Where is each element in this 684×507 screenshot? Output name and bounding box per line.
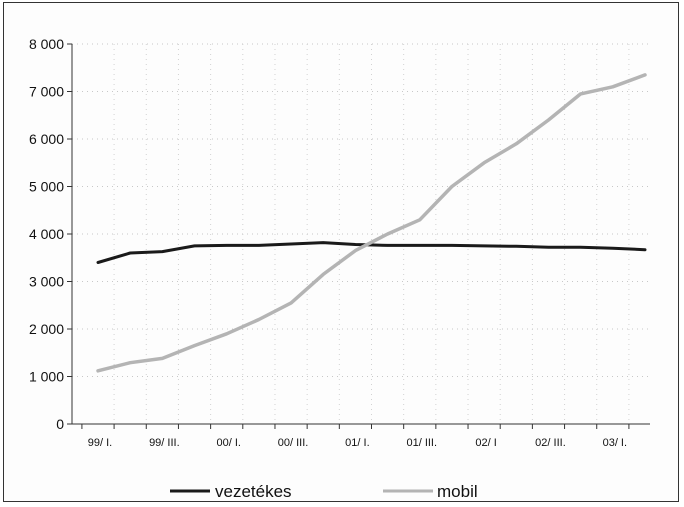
y-tick-label: 7 000 [29,84,64,100]
y-tick-label: 8 000 [29,36,64,52]
y-tick-labels: 0 1 000 2 000 3 000 4 000 5 000 6 000 7 000 8 00… [29,36,72,432]
y-tick-label: 5 000 [29,179,64,195]
x-tick-label: 01/ I. [345,437,369,449]
x-tick-label: 02/ I [475,437,496,449]
x-tick-label: 03/ I. [603,437,627,449]
series-line-mobil [96,73,647,373]
y-tick-label: 6 000 [29,131,64,147]
y-tick-label: 2 000 [29,321,64,337]
legend-label-mobil: mobil [437,482,478,501]
legend: vezetékes mobil [170,482,478,501]
chart-frame [3,2,679,502]
y-tick-label: 4 000 [29,226,64,242]
y-tick-label: 0 [56,416,64,432]
x-tick-label: 02/ III. [535,437,566,449]
x-tick-labels: 99/ I. 99/ III. 00/ I. 00/ III. 01/ I. 01/ II… [81,424,630,449]
x-tick-label: 00/ III. [278,437,309,449]
x-tick-label: 00/ I. [216,437,240,449]
x-tick-label: 99/ I. [88,437,112,449]
y-tick-label: 3 000 [29,274,64,290]
y-tick-label: 1 000 [29,369,64,385]
x-tick-label: 01/ III. [406,437,437,449]
x-tick-label: 99/ III. [149,437,180,449]
series-line-vezetekes [96,241,647,264]
series-layer [96,73,647,373]
legend-label-vezetekes: vezetékes [215,482,292,501]
grid-lines [72,43,650,424]
